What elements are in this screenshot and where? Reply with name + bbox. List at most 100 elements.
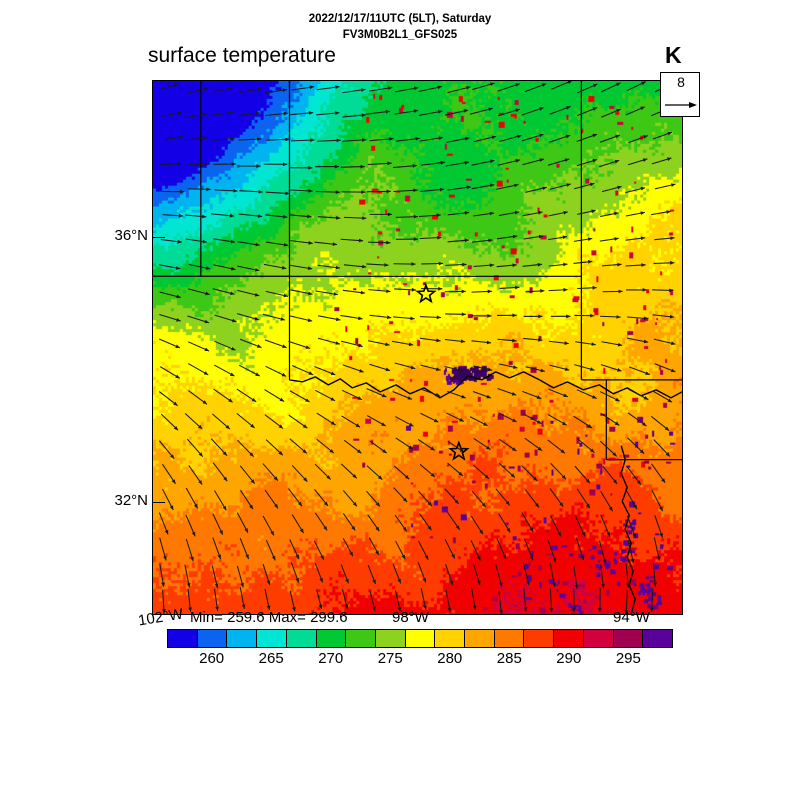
wind-vector — [212, 462, 228, 482]
wind-vector — [317, 138, 341, 143]
wind-vector — [651, 489, 664, 512]
wind-vector — [368, 86, 393, 92]
wind-vector — [340, 340, 363, 348]
wind-vector — [187, 315, 210, 324]
wind-vector — [602, 465, 618, 485]
wind-vector — [188, 390, 208, 405]
wind-vector — [341, 589, 349, 609]
wind-vector — [366, 465, 383, 480]
wind-vector — [628, 135, 648, 144]
wind-vector — [418, 490, 433, 507]
wind-vector — [548, 211, 568, 217]
wind-vector — [237, 241, 260, 247]
wind-vector — [160, 161, 182, 166]
wind-vector — [212, 136, 235, 141]
wind-vector — [211, 565, 219, 589]
wind-vector — [264, 588, 271, 611]
wind-vector — [444, 366, 465, 373]
wind-vector — [291, 85, 315, 91]
wind-vector — [419, 235, 442, 240]
wind-vector — [447, 462, 464, 477]
unit-label: K — [665, 42, 682, 68]
wind-vector — [598, 587, 602, 613]
colorbar-swatch-15 — [613, 630, 644, 647]
colorbar-swatch-6 — [346, 630, 376, 647]
wind-vector — [341, 389, 363, 401]
wind-vector — [600, 82, 621, 93]
wind-vector — [290, 289, 313, 296]
wind-vector — [549, 134, 571, 143]
wind-vector — [420, 412, 439, 423]
wind-vector — [523, 234, 544, 240]
wind-vector — [576, 488, 591, 509]
wind-vector — [628, 366, 651, 376]
wind-vector — [188, 264, 211, 270]
wind-vector — [158, 264, 181, 270]
wind-vector — [551, 81, 573, 90]
wind-vector — [161, 111, 183, 117]
wind-vector — [599, 237, 619, 242]
wind-vector — [210, 213, 235, 218]
wind-vector — [652, 288, 674, 293]
wind-vector — [342, 538, 354, 557]
wind-vector — [265, 214, 288, 219]
colorbar-swatch-14 — [583, 630, 614, 647]
wind-vector — [470, 587, 477, 610]
wind-vector — [237, 289, 260, 297]
wind-vector — [184, 564, 191, 588]
wind-vector — [213, 162, 236, 166]
wind-vector — [575, 341, 596, 346]
wind-vector — [314, 512, 328, 531]
wind-vector — [238, 137, 262, 141]
wind-vector — [158, 391, 178, 407]
wind-vector — [393, 163, 418, 169]
colorbar — [167, 629, 673, 648]
wind-vector — [651, 210, 671, 216]
wind-vector — [316, 111, 340, 116]
wind-vector — [574, 465, 591, 484]
wind-vector — [289, 390, 310, 403]
wind-vector — [158, 440, 175, 460]
wind-vector — [420, 187, 445, 193]
colorbar-swatch-11 — [494, 630, 525, 647]
wind-vector — [624, 590, 629, 614]
wind-vector — [499, 134, 522, 142]
wind-vector — [473, 365, 493, 372]
wind-vector — [185, 487, 199, 509]
wind-vector — [264, 489, 279, 509]
wind-vector — [343, 216, 367, 220]
wind-vector — [264, 414, 284, 429]
lat-tick-mark-32 — [152, 502, 165, 504]
wind-vector — [496, 538, 507, 560]
wind-vector — [444, 488, 460, 505]
wind-vector — [366, 388, 387, 398]
wind-vector — [366, 109, 390, 115]
colorbar-tick-275: 275 — [377, 650, 403, 667]
wind-vector — [369, 440, 388, 454]
wind-vector — [626, 81, 646, 92]
colorbar-tick-260: 260 — [199, 650, 225, 667]
wind-vector — [185, 238, 208, 244]
wind-vector — [471, 314, 492, 318]
wind-vector — [161, 589, 166, 614]
wind-vector — [601, 185, 622, 193]
wind-vector — [262, 515, 275, 536]
wind-vector — [366, 490, 381, 507]
wind-vector — [650, 588, 654, 613]
wind-vector — [549, 563, 556, 587]
wind-vector — [340, 463, 358, 479]
wind-vector — [652, 314, 675, 319]
wind-vector — [185, 514, 196, 537]
wind-vector — [184, 412, 203, 430]
temperature-heatmap — [153, 81, 682, 614]
wind-vector — [237, 439, 254, 458]
wind-vector — [627, 437, 645, 455]
wind-vector — [421, 261, 444, 266]
wind-vector — [549, 105, 571, 115]
wind-vector — [316, 412, 336, 426]
wind-vector — [187, 588, 192, 612]
wind-vector — [265, 539, 276, 561]
wind-vector — [213, 238, 236, 244]
wind-vector — [472, 391, 492, 399]
wind-vector — [211, 111, 234, 116]
